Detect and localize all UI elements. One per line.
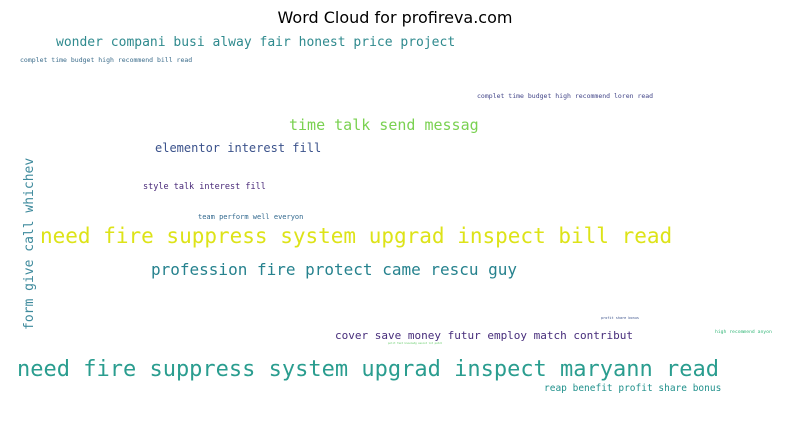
cloud-word: team perform well everyon	[198, 213, 303, 221]
cloud-word: profession fire protect came rescu guy	[151, 260, 517, 279]
cloud-word: need fire suppress system upgrad inspect…	[40, 224, 672, 248]
cloud-word: high recommend anyon	[715, 329, 772, 335]
cloud-word: reap benefit profit share bonus	[544, 383, 721, 394]
cloud-word: elementor interest fill	[155, 141, 321, 155]
cloud-word: complet time budget high recommend bill …	[20, 56, 192, 64]
cloud-word: time talk send messag	[289, 116, 479, 134]
cloud-word: form give call whichev	[22, 158, 37, 330]
word-cloud: need fire suppress system upgrad inspect…	[16, 30, 774, 410]
cloud-word: need fire suppress system upgrad inspect…	[17, 357, 719, 382]
cloud-word: wonder compani busi alway fair honest pr…	[56, 35, 455, 50]
chart-title: Word Cloud for profireva.com	[277, 8, 513, 27]
cloud-word: profit share bonus	[601, 316, 639, 320]
cloud-word: cover save money futur employ match cont…	[335, 329, 633, 342]
cloud-word: complet time budget high recommend loren…	[477, 92, 653, 100]
cloud-word: polit fast knowledg assist lot patch	[388, 341, 443, 345]
cloud-word: style talk interest fill	[143, 182, 266, 192]
